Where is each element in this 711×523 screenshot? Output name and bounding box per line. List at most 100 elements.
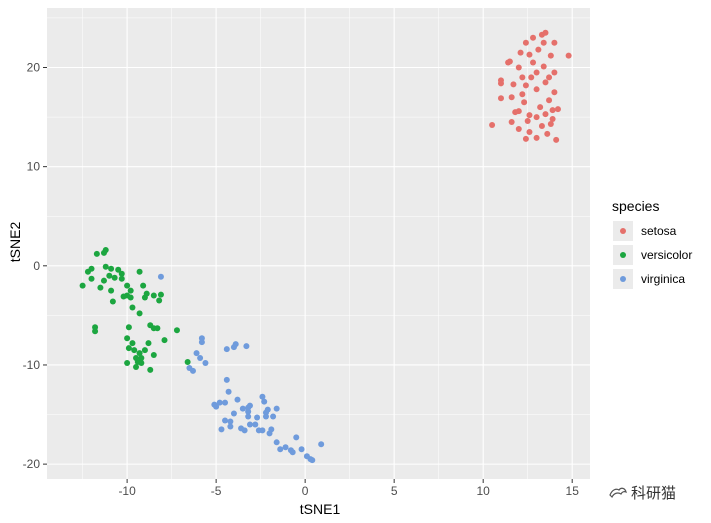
data-point-setosa [533, 69, 540, 76]
data-point-setosa [537, 104, 544, 111]
data-point-virginica [227, 418, 234, 425]
data-point-virginica [273, 439, 280, 446]
data-point-setosa [515, 64, 522, 71]
data-point-versicolor [125, 324, 132, 331]
data-point-versicolor [145, 340, 152, 347]
data-points [79, 29, 572, 464]
legend-label-setosa: setosa [641, 224, 677, 238]
data-point-setosa [540, 63, 547, 70]
data-point-virginica [193, 350, 200, 357]
data-point-virginica [157, 273, 164, 280]
data-point-versicolor [136, 268, 143, 275]
data-point-versicolor [150, 352, 157, 359]
data-point-setosa [530, 59, 537, 66]
data-point-virginica [246, 402, 253, 409]
data-point-setosa [519, 91, 526, 98]
data-point-virginica [318, 441, 325, 448]
data-point-virginica [309, 457, 316, 464]
y-axis-title: tSNE2 [7, 222, 23, 263]
data-point-setosa [544, 130, 551, 137]
data-point-virginica [293, 434, 300, 441]
data-point-setosa [533, 86, 540, 93]
y-axis-ticks: -20 -10 0 10 20 [23, 60, 47, 471]
data-point-versicolor [124, 359, 131, 366]
data-point-virginica [225, 388, 232, 395]
data-point-setosa [535, 46, 542, 53]
data-point-virginica [241, 427, 248, 434]
data-point-versicolor [124, 282, 131, 289]
data-point-setosa [549, 107, 556, 114]
data-point-setosa [551, 69, 558, 76]
data-point-versicolor [131, 347, 138, 354]
legend-label-virginica: virginica [641, 272, 685, 286]
data-point-versicolor [102, 263, 109, 270]
data-point-setosa [554, 106, 561, 113]
data-point-virginica [246, 421, 253, 428]
x-tick-label: 10 [477, 484, 491, 498]
data-point-virginica [259, 393, 266, 400]
data-point-versicolor [141, 347, 148, 354]
data-point-versicolor [157, 291, 164, 298]
data-point-versicolor [143, 290, 150, 297]
data-point-virginica [223, 376, 230, 383]
data-point-virginica [202, 359, 209, 366]
data-point-versicolor [93, 250, 100, 257]
data-point-setosa [533, 134, 540, 141]
data-point-setosa [506, 58, 513, 65]
data-point-versicolor [125, 345, 132, 352]
data-point-setosa [530, 34, 537, 41]
data-point-setosa [565, 52, 572, 59]
data-point-virginica [259, 427, 266, 434]
data-point-versicolor [88, 275, 95, 282]
x-axis-ticks: -10 -5 0 5 10 15 [118, 479, 579, 498]
data-point-versicolor [88, 265, 95, 272]
data-point-virginica [232, 341, 239, 348]
data-point-versicolor [108, 287, 115, 294]
data-point-versicolor [138, 359, 145, 366]
data-point-setosa [551, 39, 558, 46]
data-point-setosa [497, 77, 504, 84]
y-tick-label: -10 [23, 358, 41, 372]
legend-marker-versicolor [620, 252, 626, 258]
data-point-setosa [519, 74, 526, 81]
data-point-setosa [542, 29, 549, 36]
data-point-virginica [239, 405, 246, 412]
data-point-virginica [268, 426, 275, 433]
x-tick-label: 15 [566, 484, 580, 498]
data-point-virginica [218, 426, 225, 433]
data-point-virginica [270, 413, 277, 420]
y-tick-label: -20 [23, 457, 41, 471]
data-point-virginica [230, 410, 237, 417]
data-point-virginica [222, 399, 229, 406]
data-point-setosa [540, 39, 547, 46]
data-point-setosa [542, 111, 549, 118]
data-point-versicolor [184, 358, 191, 365]
data-point-virginica [216, 399, 223, 406]
data-point-versicolor [108, 265, 115, 272]
legend: species setosa versicolor virginica [612, 198, 692, 289]
data-point-setosa [542, 79, 549, 86]
data-point-versicolor [156, 297, 163, 304]
data-point-setosa [526, 128, 533, 135]
watermark-text: 科研猫 [631, 484, 677, 502]
data-point-versicolor [129, 340, 136, 347]
data-point-versicolor [129, 304, 136, 311]
data-point-virginica [189, 367, 196, 374]
data-point-versicolor [124, 335, 131, 342]
data-point-setosa [549, 116, 556, 123]
y-tick-label: 10 [27, 160, 41, 174]
data-point-setosa [547, 52, 554, 59]
data-point-versicolor [118, 270, 125, 277]
data-point-setosa [508, 94, 515, 101]
data-point-versicolor [115, 266, 122, 273]
data-point-setosa [526, 51, 533, 58]
data-point-setosa [489, 122, 496, 129]
data-point-versicolor [106, 272, 113, 279]
data-point-setosa [508, 119, 515, 126]
data-point-versicolor [127, 294, 134, 301]
data-point-setosa [522, 135, 529, 142]
data-point-virginica [245, 408, 252, 415]
x-axis-title: tSNE1 [300, 501, 341, 517]
data-point-versicolor [138, 355, 145, 362]
